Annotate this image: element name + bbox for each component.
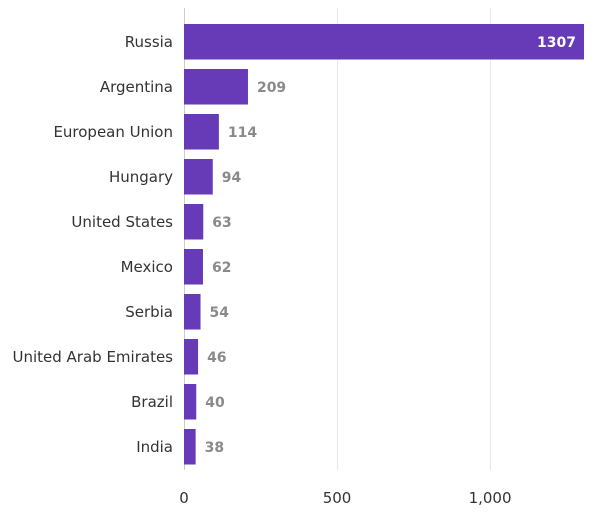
category-label: United States (71, 213, 173, 231)
value-label: 1307 (537, 35, 576, 51)
value-label: 46 (207, 350, 226, 366)
category-label: Russia (125, 33, 173, 51)
value-label: 38 (205, 440, 224, 456)
bar-india (184, 429, 196, 465)
x-axis-ticks: 0 500 1,000 (179, 489, 511, 507)
value-label: 62 (212, 260, 231, 276)
bar-brazil (184, 384, 197, 420)
category-label: European Union (53, 123, 173, 141)
bar-hungary (184, 159, 213, 195)
value-label: 63 (212, 215, 231, 231)
bars (184, 24, 584, 465)
bar-united-arab-emirates (184, 339, 199, 375)
value-labels: 1307 209 114 94 63 62 54 46 40 38 (205, 35, 576, 456)
category-labels: Russia Argentina European Union Hungary Unit… (12, 33, 173, 456)
bar-argentina (184, 69, 248, 105)
category-label: Mexico (121, 258, 173, 276)
bar-serbia (184, 294, 201, 330)
category-label: Brazil (131, 393, 173, 411)
value-label: 114 (228, 125, 257, 141)
category-label: Argentina (100, 78, 173, 96)
bar-mexico (184, 249, 203, 285)
value-label: 209 (257, 80, 286, 96)
value-label: 40 (205, 395, 225, 411)
bar-european-union (184, 114, 219, 150)
category-label: United Arab Emirates (12, 348, 173, 366)
category-label: India (136, 438, 173, 456)
value-label: 54 (210, 305, 230, 321)
category-label: Serbia (125, 303, 173, 321)
x-tick-label: 1,000 (469, 489, 512, 507)
bar-russia (184, 24, 584, 60)
x-tick-label: 0 (179, 489, 189, 507)
x-tick-label: 500 (323, 489, 352, 507)
value-label: 94 (222, 170, 242, 186)
category-label: Hungary (109, 168, 173, 186)
bar-united-states (184, 204, 204, 240)
